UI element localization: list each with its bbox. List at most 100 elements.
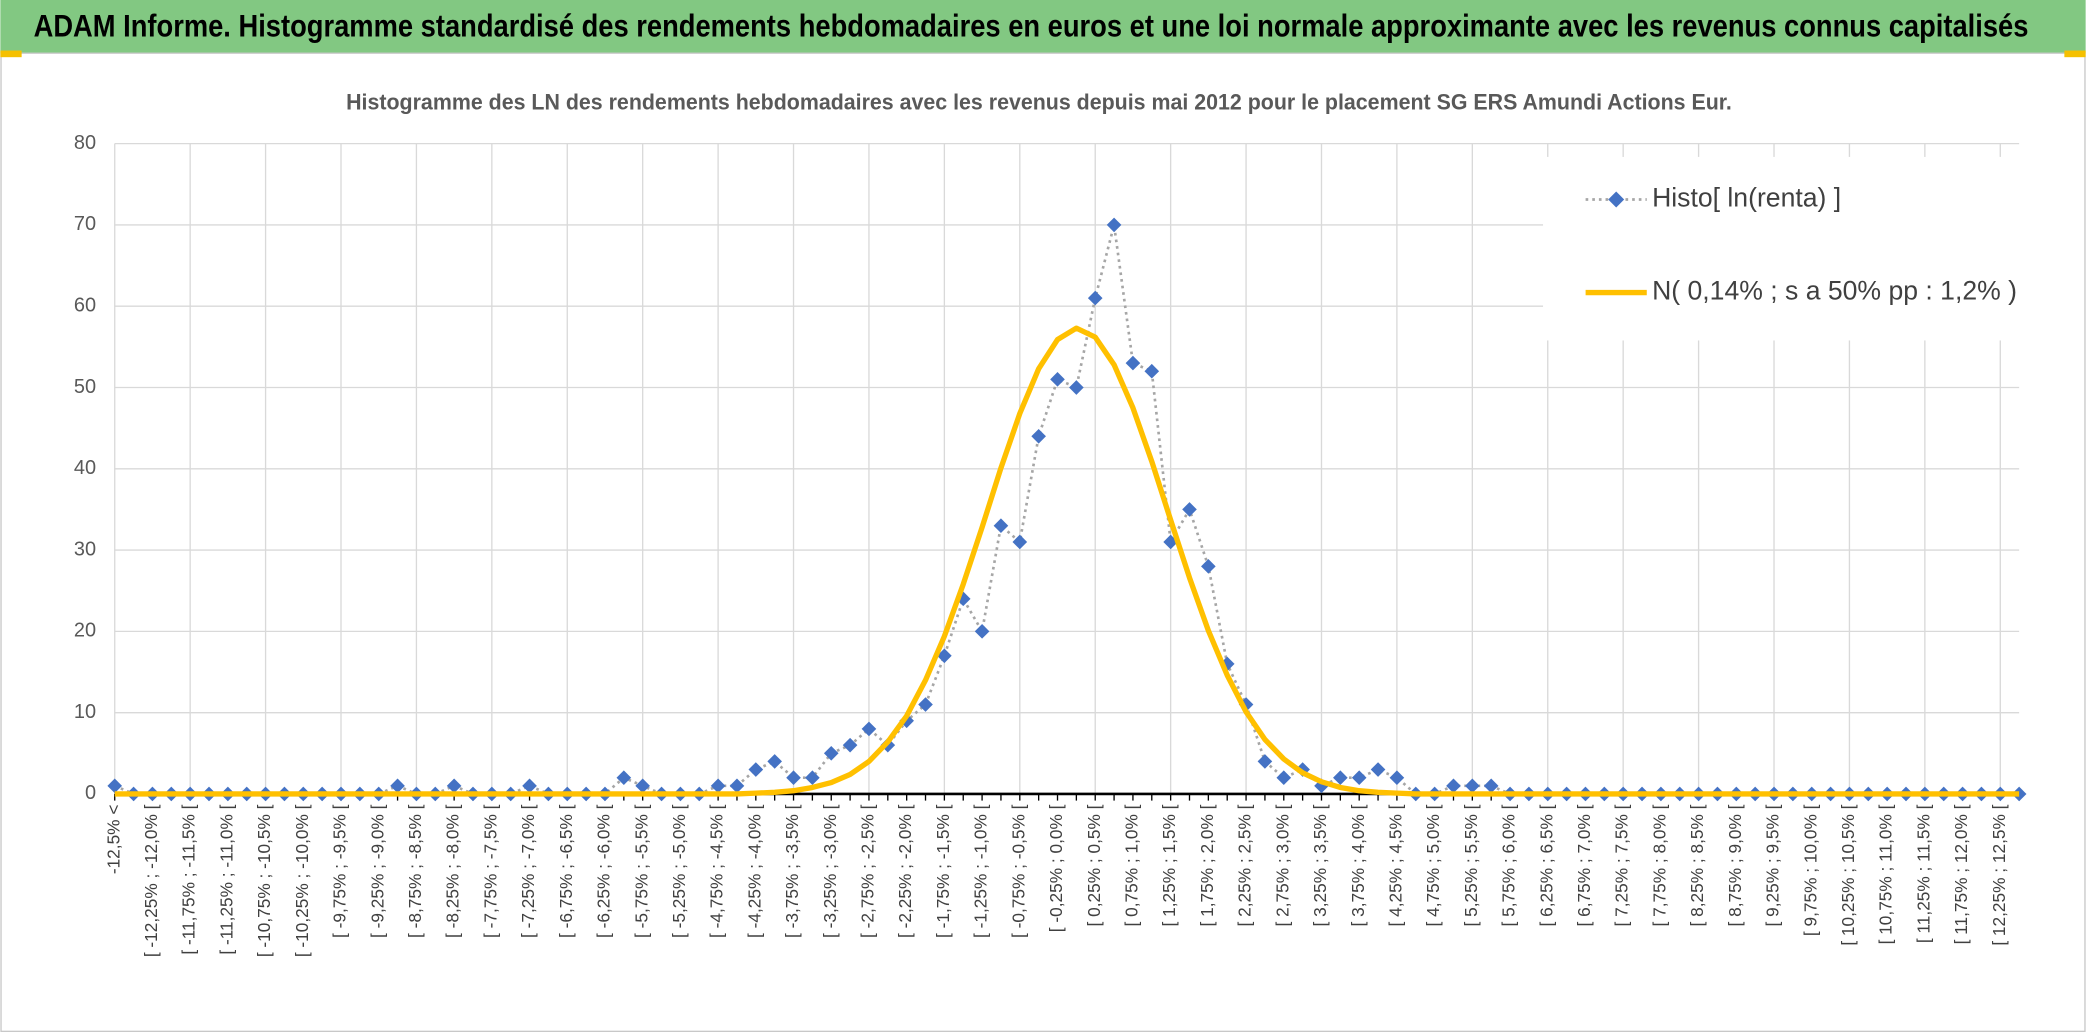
y-tick-label: 30 bbox=[74, 538, 96, 560]
x-tick-label: [ 1,25% ; 1,5% [ bbox=[1159, 804, 1179, 926]
header-band bbox=[0, 0, 2086, 54]
series-line bbox=[114, 325, 2020, 797]
x-tick-label: [ -0,25% ; 0,0% [ bbox=[1046, 804, 1066, 932]
x-tick-label: -12,5% < bbox=[103, 805, 123, 875]
data-point bbox=[1333, 770, 1348, 786]
legend-label: N( 0,14% ; s a 50% pp : 1,2% ) bbox=[1652, 276, 2017, 306]
x-tick-label: [ -9,25% ; -9,0% [ bbox=[367, 804, 387, 938]
x-tick-label: [ -11,25% ; -11,0% [ bbox=[216, 804, 236, 954]
data-point bbox=[446, 778, 462, 794]
y-tick-label: 60 bbox=[74, 294, 96, 316]
x-tick-label: [ 5,25% ; 5,5% [ bbox=[1461, 804, 1481, 926]
data-point bbox=[1257, 754, 1273, 769]
x-tick-label: [ 8,25% ; 8,5% [ bbox=[1687, 804, 1707, 926]
data-point bbox=[1483, 778, 1499, 794]
x-tick-label: [ -1,75% ; -1,5% [ bbox=[933, 804, 953, 938]
x-tick-label: [ -10,25% ; -10,0% [ bbox=[292, 804, 312, 957]
data-point bbox=[786, 770, 801, 786]
data-point bbox=[748, 762, 764, 777]
corner bbox=[2064, 50, 2086, 58]
x-tick-label: [ 6,75% ; 7,0% [ bbox=[1574, 804, 1594, 926]
data-point bbox=[1069, 380, 1084, 395]
data-point bbox=[616, 770, 632, 786]
x-tick-label: [ 0,25% ; 0,5% [ bbox=[1084, 804, 1104, 926]
x-tick-label: [ -7,25% ; -7,0% [ bbox=[518, 804, 538, 938]
data-point bbox=[1465, 778, 1480, 794]
x-tick-label: [ -8,25% ; -8,0% [ bbox=[443, 804, 463, 938]
x-tick-label: [ -8,75% ; -8,5% [ bbox=[405, 804, 425, 938]
data-point bbox=[522, 778, 537, 794]
data-point bbox=[861, 721, 877, 737]
data-point bbox=[937, 648, 952, 664]
x-tick-label: [ 7,25% ; 7,5% [ bbox=[1612, 804, 1632, 926]
x-tick-label: [ 11,75% ; 12,0% [ bbox=[1951, 804, 1971, 944]
x-tick-label: [ -11,75% ; -11,5% [ bbox=[179, 804, 199, 954]
data-point bbox=[635, 778, 651, 794]
x-tick-label: [ -5,75% ; -5,5% [ bbox=[631, 804, 651, 938]
data-point bbox=[1276, 770, 1292, 786]
data-point bbox=[767, 754, 782, 769]
x-tick-label: [ 7,75% ; 8,0% [ bbox=[1649, 804, 1669, 926]
data-point bbox=[390, 778, 405, 794]
x-tick-label: [ 12,25% ; 12,5% [ bbox=[1989, 804, 2009, 945]
x-tick-label: [ 9,25% ; 9,5% [ bbox=[1763, 804, 1783, 926]
data-point bbox=[1370, 762, 1386, 777]
x-tick-label: [ -1,25% ; -1,0% [ bbox=[971, 804, 991, 938]
data-point bbox=[107, 778, 123, 794]
data-point bbox=[1201, 559, 1216, 574]
y-tick-label: 0 bbox=[85, 782, 96, 804]
x-tick-label: [ 11,25% ; 11,5% [ bbox=[1913, 804, 1933, 943]
x-tick-label: [ 9,75% ; 10,0% [ bbox=[1800, 804, 1820, 936]
x-tick-label: [ -10,75% ; -10,5% [ bbox=[254, 804, 274, 957]
x-tick-label: [ 10,25% ; 10,5% [ bbox=[1838, 804, 1858, 945]
legend-label: Histo[ ln(renta) ] bbox=[1652, 183, 1841, 213]
data-point bbox=[805, 770, 820, 786]
data-point bbox=[1050, 372, 1065, 387]
data-point bbox=[1446, 778, 1461, 794]
x-tick-label: [ 2,75% ; 3,0% [ bbox=[1272, 804, 1292, 926]
x-tick-label: [ -6,25% ; -6,0% [ bbox=[594, 804, 614, 938]
x-tick-label: [ -4,75% ; -4,5% [ bbox=[707, 804, 727, 938]
x-tick-label: [ 8,75% ; 9,0% [ bbox=[1725, 804, 1745, 926]
data-point bbox=[1031, 428, 1046, 444]
data-point bbox=[1351, 770, 1367, 786]
data-point bbox=[1182, 502, 1197, 517]
data-point bbox=[993, 518, 1009, 534]
data-point bbox=[918, 697, 933, 712]
x-tick-label: [ -9,75% ; -9,5% [ bbox=[330, 804, 350, 938]
x-tick-label: [ -3,25% ; -3,0% [ bbox=[820, 804, 840, 938]
page-title: ADAM Informe. Histogramme standardisé de… bbox=[34, 7, 2029, 43]
data-point bbox=[974, 624, 990, 639]
x-tick-label: [ -12,25% ; -12,0% [ bbox=[141, 804, 161, 957]
x-tick-label: [ 10,75% ; 11,0% [ bbox=[1876, 804, 1896, 944]
data-point bbox=[1106, 217, 1122, 233]
x-tick-label: [ 2,25% ; 2,5% [ bbox=[1235, 804, 1255, 926]
y-tick-label: 70 bbox=[74, 213, 96, 235]
data-point bbox=[842, 737, 858, 753]
data-point bbox=[710, 778, 726, 794]
x-tick-label: [ 3,75% ; 4,0% [ bbox=[1348, 804, 1368, 926]
data-point bbox=[1144, 363, 1160, 379]
legend-marker bbox=[1608, 191, 1625, 208]
y-tick-label: 80 bbox=[74, 132, 96, 154]
x-tick-label: [ 5,75% ; 6,0% [ bbox=[1499, 804, 1519, 926]
x-tick-label: [ 3,25% ; 3,5% [ bbox=[1310, 804, 1330, 926]
x-tick-label: [ -5,25% ; -5,0% [ bbox=[669, 804, 689, 938]
x-tick-label: [ 0,75% ; 1,0% [ bbox=[1121, 804, 1141, 926]
x-tick-label: [ 4,25% ; 4,5% [ bbox=[1385, 804, 1405, 926]
corner bbox=[0, 50, 22, 58]
x-tick-label: [ -2,75% ; -2,5% [ bbox=[858, 804, 878, 938]
x-tick-label: [ -2,25% ; -2,0% [ bbox=[895, 804, 915, 938]
legend-box bbox=[1543, 156, 2049, 341]
data-point bbox=[1389, 770, 1405, 786]
x-tick-label: [ -4,25% ; -4,0% [ bbox=[744, 804, 764, 938]
x-tick-label: [ -3,75% ; -3,5% [ bbox=[782, 804, 802, 938]
y-tick-label: 10 bbox=[74, 701, 96, 723]
x-tick-label: [ -0,75% ; -0,5% [ bbox=[1008, 804, 1028, 938]
chart-title: Histogramme des LN des rendements hebdom… bbox=[346, 90, 1732, 115]
x-tick-label: [ 1,75% ; 2,0% [ bbox=[1197, 804, 1217, 926]
series-line bbox=[114, 223, 2020, 796]
x-tick-label: [ -7,75% ; -7,5% [ bbox=[480, 804, 500, 938]
